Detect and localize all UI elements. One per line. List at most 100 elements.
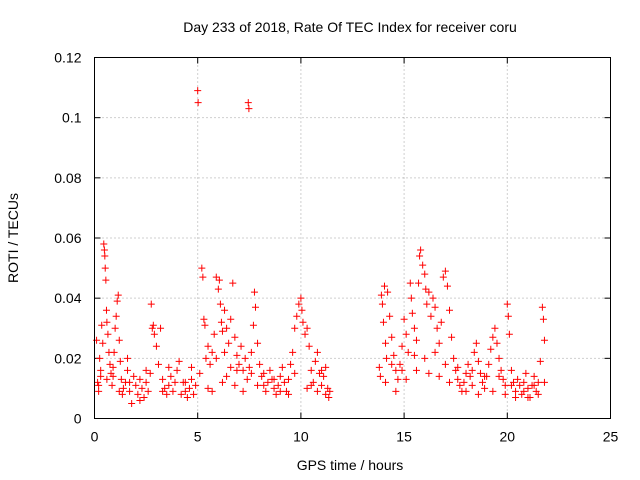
data-point xyxy=(425,369,433,377)
grid-lines xyxy=(94,57,611,419)
data-point xyxy=(423,300,431,308)
data-points xyxy=(93,87,548,407)
data-point xyxy=(392,366,400,374)
data-point xyxy=(454,363,462,371)
data-point xyxy=(377,291,385,299)
data-point xyxy=(456,381,464,389)
data-point xyxy=(103,318,111,326)
data-point xyxy=(97,366,105,374)
data-point xyxy=(221,306,229,314)
data-point xyxy=(223,324,231,332)
data-point xyxy=(448,333,456,341)
data-point xyxy=(159,387,167,395)
data-point xyxy=(95,381,103,389)
data-point xyxy=(94,378,102,386)
data-point xyxy=(202,354,210,362)
data-point xyxy=(165,363,173,371)
data-point xyxy=(507,366,515,374)
data-point xyxy=(250,288,258,296)
data-point xyxy=(481,384,489,392)
data-point xyxy=(410,324,418,332)
data-point xyxy=(124,354,132,362)
data-point xyxy=(196,369,204,377)
data-point xyxy=(320,372,328,380)
data-point xyxy=(177,390,185,398)
data-point xyxy=(142,366,150,374)
data-point xyxy=(522,369,530,377)
data-point xyxy=(380,282,388,290)
data-point xyxy=(188,375,196,383)
data-point xyxy=(165,381,173,389)
data-point xyxy=(429,294,437,302)
data-point xyxy=(260,369,268,377)
plot-frame xyxy=(94,57,611,419)
data-point xyxy=(167,372,175,380)
data-point xyxy=(504,312,512,320)
data-point xyxy=(169,387,177,395)
data-point xyxy=(101,252,109,260)
data-point xyxy=(534,390,542,398)
data-point xyxy=(433,324,441,332)
data-point xyxy=(313,348,321,356)
data-point xyxy=(485,360,493,368)
data-point xyxy=(507,381,515,389)
data-point xyxy=(376,372,384,380)
data-point xyxy=(472,339,480,347)
data-point xyxy=(301,330,309,338)
data-point xyxy=(534,378,542,386)
data-point xyxy=(111,324,119,332)
x-tick-label: 5 xyxy=(194,429,202,445)
data-point xyxy=(235,360,243,368)
data-point xyxy=(210,330,218,338)
data-point xyxy=(379,318,387,326)
data-point xyxy=(536,357,544,365)
y-tick-label: 0.12 xyxy=(54,50,81,66)
data-point xyxy=(113,297,121,305)
data-point xyxy=(173,366,181,374)
data-point xyxy=(421,354,429,362)
x-tick-label: 10 xyxy=(293,429,309,445)
data-point xyxy=(194,99,202,107)
data-point xyxy=(215,276,223,284)
data-point xyxy=(305,342,313,350)
data-point xyxy=(245,105,253,113)
data-point xyxy=(117,375,125,383)
data-point xyxy=(293,312,301,320)
data-point xyxy=(297,294,305,302)
data-point xyxy=(417,246,425,254)
y-tick-label: 0.08 xyxy=(54,170,81,186)
data-point xyxy=(443,282,451,290)
data-point xyxy=(407,294,415,302)
data-point xyxy=(470,348,478,356)
data-point xyxy=(326,387,334,395)
data-point xyxy=(505,330,513,338)
data-point xyxy=(118,390,126,398)
data-point xyxy=(231,333,239,341)
data-point xyxy=(115,387,123,395)
x-tick-label: 15 xyxy=(396,429,412,445)
data-point xyxy=(194,87,202,95)
data-point xyxy=(412,366,420,374)
data-point xyxy=(491,324,499,332)
data-point xyxy=(285,390,293,398)
data-point xyxy=(227,315,235,323)
y-tick-label: 0.06 xyxy=(54,230,81,246)
data-point xyxy=(287,360,295,368)
data-point xyxy=(276,372,284,380)
data-point xyxy=(262,387,270,395)
data-point xyxy=(435,339,443,347)
data-point xyxy=(400,315,408,323)
data-point xyxy=(192,381,200,389)
data-point xyxy=(102,306,110,314)
data-point xyxy=(243,375,251,383)
data-point xyxy=(303,384,311,392)
data-point xyxy=(378,300,386,308)
y-axis-label: ROTI / TECUs xyxy=(5,193,21,283)
data-point xyxy=(97,372,105,380)
data-point xyxy=(154,360,162,368)
data-point xyxy=(108,381,116,389)
data-point xyxy=(299,318,307,326)
data-point xyxy=(425,288,433,296)
data-point xyxy=(272,390,280,398)
